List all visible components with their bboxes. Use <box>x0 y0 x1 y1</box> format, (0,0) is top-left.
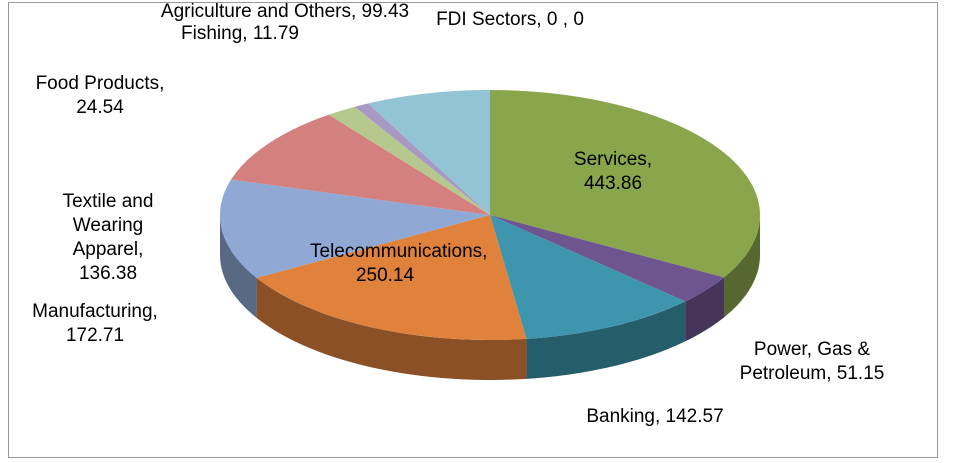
data-label: Services, 443.86 <box>573 149 653 194</box>
data-label: Telecommunications, 250.14 <box>310 241 488 286</box>
slice-side <box>526 301 686 379</box>
slice-side <box>724 215 760 318</box>
data-label: Food Products, 24.54 <box>35 73 165 118</box>
data-label: Power, Gas & Petroleum, 51.15 <box>739 339 885 384</box>
data-label: Agriculture and Others, 99.43 <box>160 1 410 22</box>
data-label: Banking, 142.57 <box>586 406 724 427</box>
slice <box>490 215 725 302</box>
data-label: Manufacturing, 172.71 <box>32 301 158 346</box>
slice <box>219 179 490 278</box>
slice <box>368 90 490 215</box>
data-label: Textile and Wearing Apparel, 136.38 <box>62 191 154 284</box>
slice <box>354 103 490 215</box>
data-label: FDI Sectors, 0 , 0 <box>436 9 584 30</box>
slice-side <box>685 277 725 342</box>
data-label: Fishing, 11.79 <box>181 23 299 44</box>
slice <box>256 215 527 341</box>
slice-side <box>220 215 257 318</box>
slice <box>490 90 760 278</box>
chart-frame <box>8 2 938 458</box>
slice <box>231 114 490 215</box>
slice-side <box>256 277 527 380</box>
slice <box>328 106 490 215</box>
slice <box>490 215 686 339</box>
